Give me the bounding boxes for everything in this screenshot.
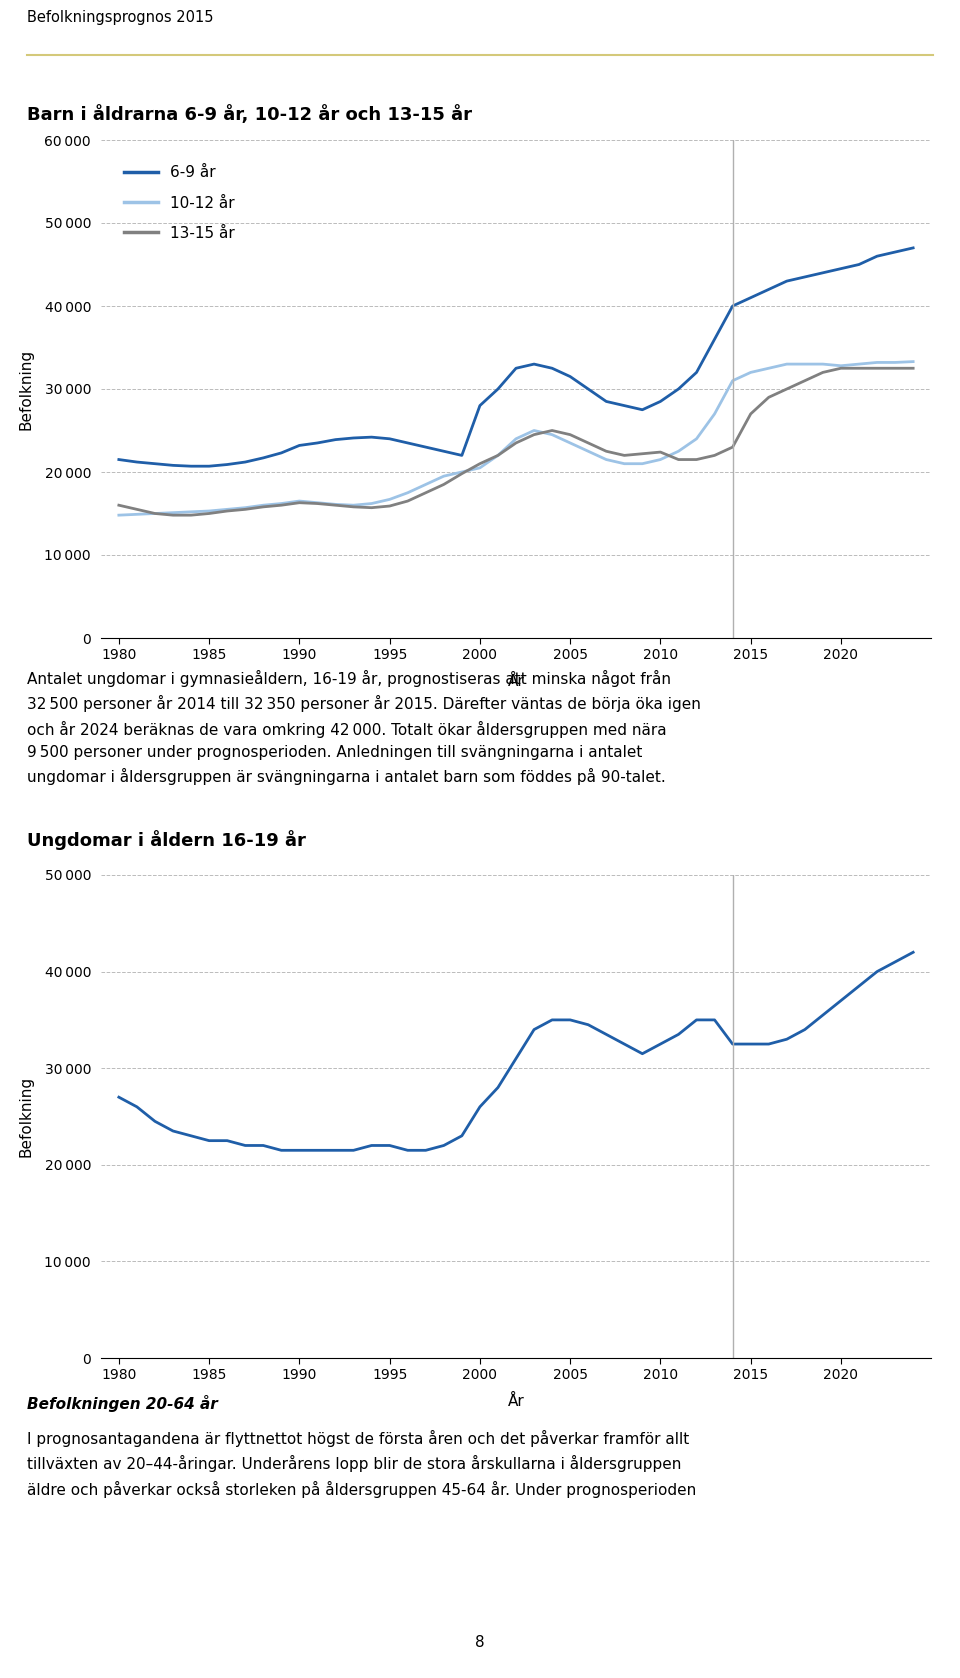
X-axis label: År: År: [508, 673, 524, 688]
Text: Barn i åldrarna 6-9 år, 10-12 år och 13-15 år: Barn i åldrarna 6-9 år, 10-12 år och 13-…: [27, 106, 472, 124]
X-axis label: År: År: [508, 1393, 524, 1408]
Text: Ungdomar i åldern 16-19 år: Ungdomar i åldern 16-19 år: [27, 831, 305, 851]
Text: 8: 8: [475, 1634, 485, 1649]
Y-axis label: Befolkning: Befolkning: [18, 349, 34, 430]
Legend: 6-9 år, 10-12 år, 13-15 år: 6-9 år, 10-12 år, 13-15 år: [117, 158, 243, 248]
Text: I prognosantagandena är flyttnettot högst de första åren och det påverkar framfö: I prognosantagandena är flyttnettot högs…: [27, 1430, 696, 1498]
Text: Befolkningsprognos 2015: Befolkningsprognos 2015: [27, 10, 213, 25]
Text: Antalet ungdomar i gymnasieåldern, 16-19 år, prognostiseras att minska något frå: Antalet ungdomar i gymnasieåldern, 16-19…: [27, 670, 701, 785]
Y-axis label: Befolkning: Befolkning: [18, 1076, 34, 1158]
Text: Befolkningen 20-64 år: Befolkningen 20-64 år: [27, 1394, 218, 1411]
